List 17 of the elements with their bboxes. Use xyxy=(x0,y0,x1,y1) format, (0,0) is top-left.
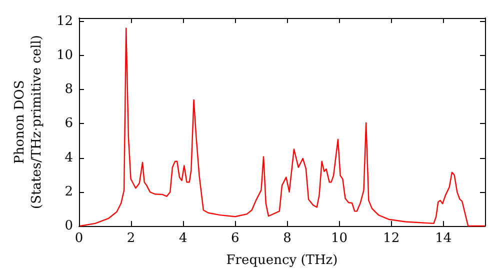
x-tick-label: 14 xyxy=(435,231,452,246)
y-tick-label: 4 xyxy=(64,150,73,166)
y-tick-label: 10 xyxy=(56,48,73,64)
x-axis-title: Frequency (THz) xyxy=(226,253,338,268)
x-tick-label: 6 xyxy=(231,231,240,246)
x-tick-label: 4 xyxy=(178,231,188,246)
x-tick-label: 2 xyxy=(126,231,136,246)
y-tick-label: 12 xyxy=(56,14,73,29)
x-tick-label: 12 xyxy=(383,231,400,246)
y-tick-label: 6 xyxy=(64,116,73,132)
x-tick-label: 8 xyxy=(283,231,292,246)
y-tick-label: 8 xyxy=(64,82,73,98)
x-tick-label: 0 xyxy=(74,231,84,246)
y-tick-label: 2 xyxy=(64,184,73,200)
y-axis-title: Phonon DOS (States/THz·primitive cell) xyxy=(12,34,45,210)
y-tick-label: 0 xyxy=(64,218,73,234)
x-tick-label: 10 xyxy=(330,231,348,246)
